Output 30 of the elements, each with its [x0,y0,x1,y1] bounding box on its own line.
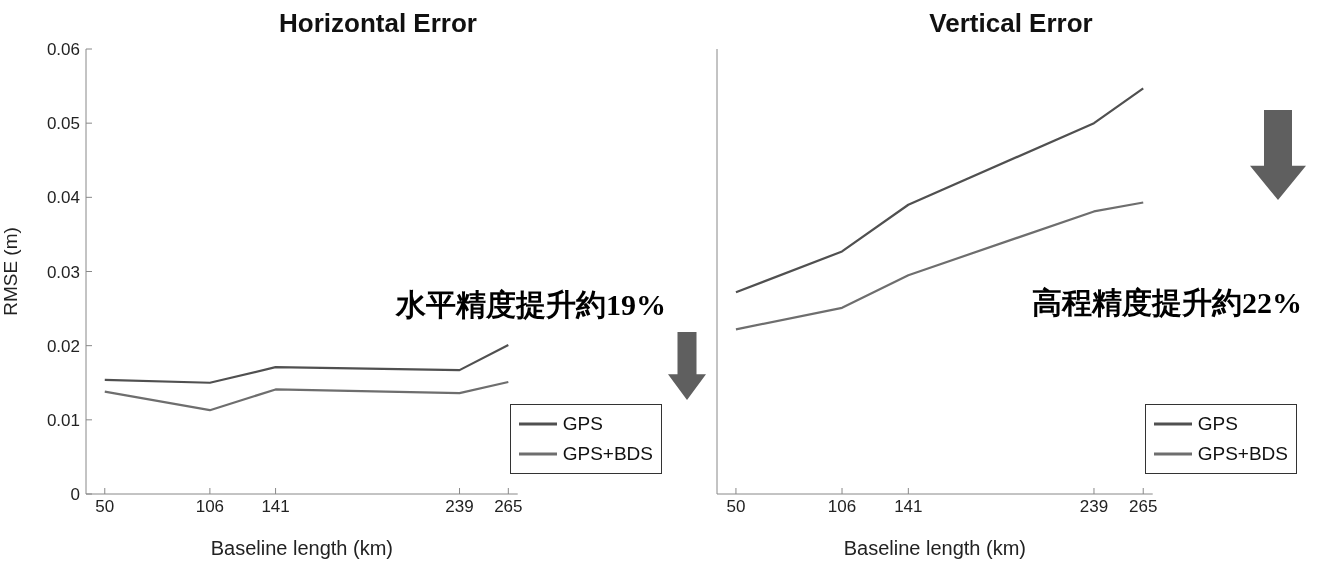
x-tick-label: 265 [494,497,523,517]
x-tick-label: 239 [445,497,474,517]
line-series [103,343,510,384]
x-tick-label: 239 [1079,497,1109,517]
chart-title: Horizontal Error [278,8,478,39]
x-tick-label: 106 [827,497,857,517]
x-axis-title: Baseline length (km) [210,537,394,559]
y-tick-label: 0.01 [46,410,80,430]
y-axis-title: RMSE (m) [0,227,21,316]
x-axis-title: Baseline length (km) [843,537,1027,559]
legend-label: GPS [1197,412,1238,436]
y-tick-label: 0 [70,485,80,505]
annotation: 高程精度提升約22% [1032,285,1302,321]
y-tick-label: 0.03 [46,262,80,282]
chart-title: Vertical Error [928,8,1094,39]
x-tick-label: 106 [195,497,225,517]
x-tick-label: 141 [894,497,923,517]
legend-label: GPS+BDS [562,442,653,466]
x-tick-label: 265 [1129,497,1158,517]
x-tick-label: 50 [726,497,746,517]
legend-label: GPS [562,412,603,436]
y-tick-label: 0.02 [46,336,80,356]
y-tick-label: 0.04 [46,188,80,208]
x-tick-label: 141 [261,497,290,517]
annotation: 水平精度提升約19% [396,287,666,323]
line-series [103,380,510,412]
legend-label: GPS+BDS [1197,442,1288,466]
y-tick-label: 0.06 [46,40,80,60]
x-tick-label: 50 [95,497,115,517]
y-tick-label: 0.05 [46,114,80,134]
